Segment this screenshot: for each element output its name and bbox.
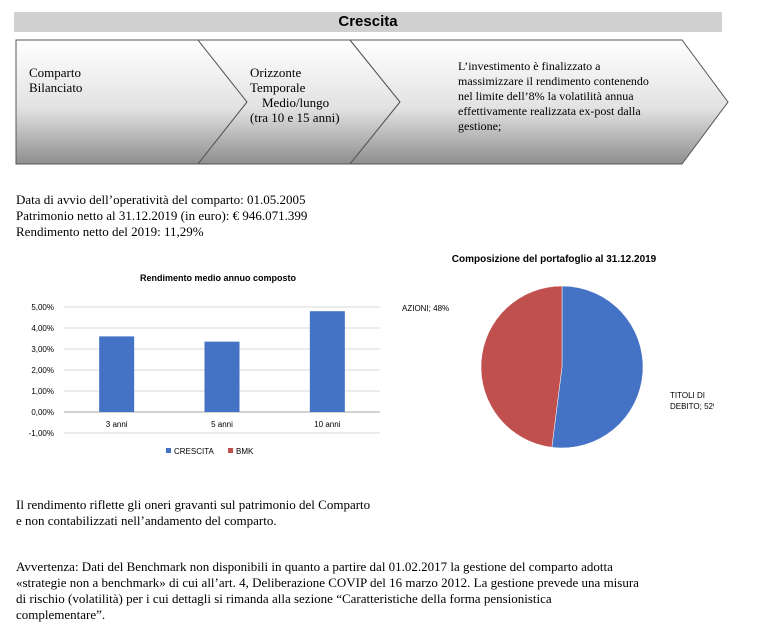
return-note: Il rendimento riflette gli oneri gravant… (16, 497, 371, 528)
bar-chart-legend: CRESCITA BMK (166, 447, 254, 456)
pie-slice (480, 285, 563, 448)
legend-swatch (228, 448, 233, 453)
bar-chart: Rendimento medio annuo composto -1,00% 0,… (29, 273, 380, 456)
bar-crescita (309, 311, 345, 412)
pie-slice-label: AZIONI; 48% (402, 304, 449, 313)
bar-x-tick-label: 5 anni (211, 420, 233, 429)
bar-chart-title: Rendimento medio annuo composto (140, 273, 297, 283)
bar-crescita (204, 341, 240, 412)
legend-swatch (166, 448, 171, 453)
start-date: Data di avvio dell’operatività del compa… (16, 192, 306, 207)
net-return: Rendimento netto del 2019: 11,29% (16, 224, 204, 239)
chevron-process (15, 39, 729, 165)
legend-label: CRESCITA (174, 447, 215, 456)
bar-y-tick-label: 0,00% (31, 408, 54, 417)
pie-chart-title: Composizione del portafoglio al 31.12.20… (452, 254, 657, 265)
legend-label: BMK (236, 447, 254, 456)
bar-y-tick-label: 5,00% (31, 303, 54, 312)
bar-y-tick-label: 3,00% (31, 345, 54, 354)
bar-y-tick-label: -1,00% (29, 429, 54, 438)
segment-1-text: Comparto Bilanciato (29, 65, 83, 95)
bar-crescita (99, 336, 135, 412)
bar-y-tick-label: 2,00% (31, 366, 54, 375)
bar-x-tick-label: 3 anni (106, 420, 128, 429)
segment-3-text: L’investimento è finalizzato a massimizz… (458, 59, 649, 133)
net-assets: Patrimonio netto al 31.12.2019 (in euro)… (16, 208, 308, 223)
pie-slice (551, 285, 644, 449)
chevron-segment-3 (348, 39, 729, 165)
segment-2-text: Orizzonte Temporale Medio/lungo (tra 10 … (250, 65, 340, 125)
bar-y-tick-label: 1,00% (31, 387, 54, 396)
bar-x-tick-label: 10 anni (314, 420, 340, 429)
page-title: Crescita (14, 12, 722, 32)
pie-chart: Composizione del portafoglio al 31.12.20… (402, 254, 714, 449)
benchmark-warning: Avvertenza: Dati del Benchmark non dispo… (16, 559, 639, 622)
bar-y-tick-label: 4,00% (31, 324, 54, 333)
